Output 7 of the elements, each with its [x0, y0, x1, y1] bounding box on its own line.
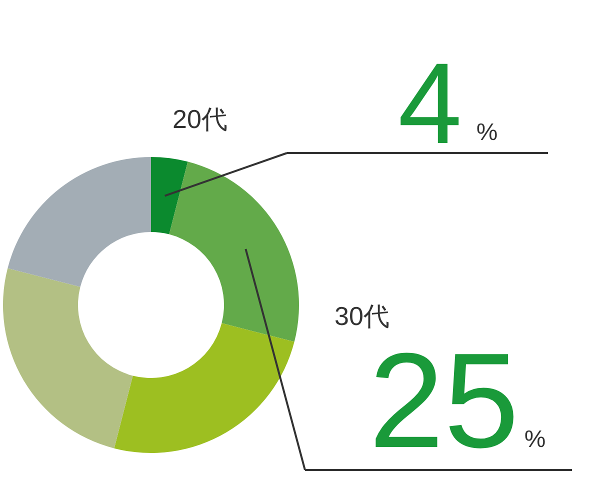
slice-label: 20代: [172, 104, 228, 134]
donut-slice: [8, 157, 151, 287]
data-label: 4%: [398, 40, 498, 168]
donut-slice: [169, 162, 299, 342]
donut-slice: [114, 323, 294, 453]
donut-slice: [3, 268, 133, 448]
donut-slice: [151, 157, 188, 234]
